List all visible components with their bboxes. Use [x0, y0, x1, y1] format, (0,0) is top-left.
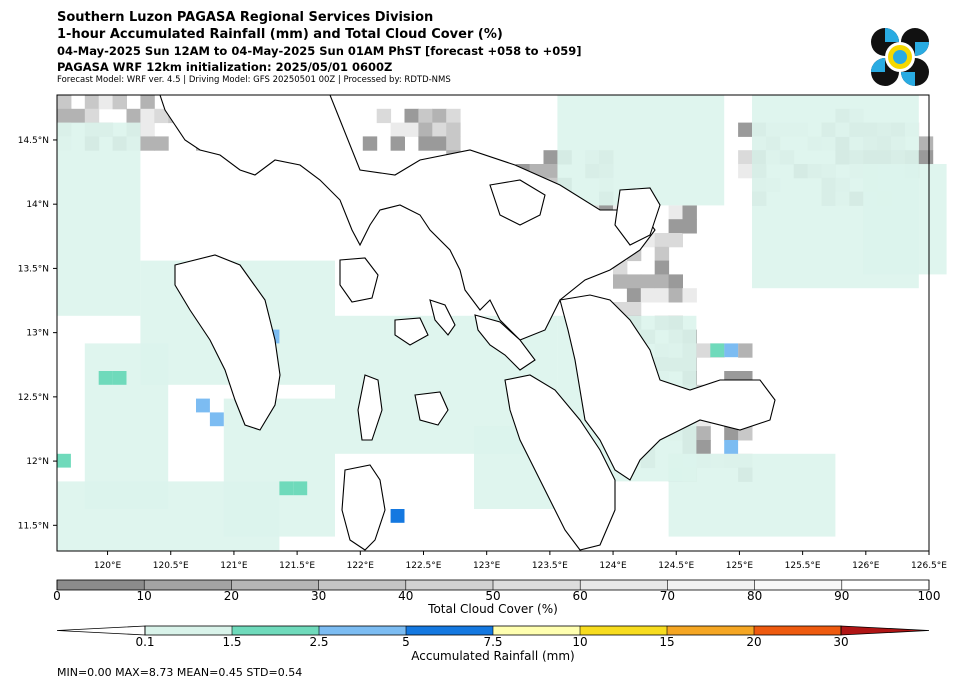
statistics-summary: MIN=0.00 MAX=8.73 MEAN=0.45 STD=0.54 [57, 666, 303, 679]
cloud-colorbar-segment [580, 580, 668, 590]
longitude-ticks: 120°E 120.5°E 121°E 121.5°E 122°E 122.5°E 123°… [94, 551, 947, 571]
rain-colorbar-max-extend [840, 625, 930, 636]
rain-colorbar-tick-label: 5 [402, 635, 410, 649]
latitude-ticks: 14.5°N 14°N 13.5°N 13°N 12.5°N 12°N 11.5°N [18, 136, 57, 531]
cloud-colorbar-segment [841, 580, 929, 590]
panay-island [341, 464, 386, 551]
cloud-colorbar-title: Total Cloud Cover (%) [427, 602, 558, 616]
pagasa-logo-icon [871, 28, 929, 86]
cloud-colorbar-segment [57, 580, 145, 590]
cloud-colorbar-segment [318, 580, 406, 590]
title-product: 1-hour Accumulated Rainfall (mm) and Tot… [57, 27, 503, 42]
longitude-tick-label: 125.5°E [785, 561, 821, 571]
longitude-tick-label: 121.5°E [279, 561, 315, 571]
title-region: Southern Luzon PAGASA Regional Services … [57, 10, 434, 25]
coastline-layer [159, 94, 776, 551]
cloud-colorbar-tick-label: 100 [918, 589, 941, 603]
longitude-tick-label: 126.5°E [911, 561, 947, 571]
latitude-tick-label: 13°N [26, 329, 49, 339]
latitude-tick-label: 13.5°N [18, 264, 49, 274]
burias-island [429, 299, 456, 336]
rain-colorbar-tick-label: 10 [572, 635, 587, 649]
title-model-info: Forecast Model: WRF ver. 4.5 | Driving M… [57, 75, 451, 85]
rain-colorbar-tick-label: 30 [833, 635, 848, 649]
masbate-island [474, 314, 536, 371]
cloud-colorbar-tick-label: 70 [660, 589, 675, 603]
longitude-tick-label: 124.5°E [658, 561, 694, 571]
cloud-colorbar-tick-label: 30 [311, 589, 326, 603]
romblon-island [414, 391, 449, 426]
cloud-colorbar-tick-label: 60 [573, 589, 588, 603]
cloud-colorbar-tick-label: 40 [398, 589, 413, 603]
cloud-colorbar-segment [231, 580, 319, 590]
sibuyan-island [394, 317, 429, 346]
cloud-colorbar-tick-label: 90 [834, 589, 849, 603]
latitude-tick-label: 12.5°N [18, 393, 49, 403]
cloud-cover-colorbar: 0 10 20 30 40 50 60 70 80 90 100 [53, 579, 941, 603]
leyte-island [504, 374, 616, 551]
cloud-colorbar-tick-label: 20 [224, 589, 239, 603]
rain-colorbar-segment [232, 626, 319, 635]
longitude-tick-label: 123.5°E [532, 561, 568, 571]
rain-colorbar-tick-label: 20 [746, 635, 761, 649]
cloud-colorbar-tick-label: 50 [485, 589, 500, 603]
rain-colorbar-segment [754, 626, 841, 635]
latitude-tick-label: 14.5°N [18, 136, 49, 146]
rain-colorbar-tick-label: 0.1 [135, 635, 154, 649]
rainfall-colorbar: 0.1 1.5 2.5 5 7.5 10 15 20 30 [56, 625, 930, 649]
rain-colorbar-tick-label: 1.5 [222, 635, 241, 649]
longitude-tick-label: 122°E [347, 561, 375, 571]
longitude-tick-label: 124°E [599, 561, 627, 571]
cloud-colorbar-tick-label: 0 [53, 589, 61, 603]
cloud-colorbar-segment [144, 580, 232, 590]
rain-colorbar-segment [493, 626, 580, 635]
longitude-tick-label: 120°E [94, 561, 122, 571]
cloud-colorbar-segment [754, 580, 842, 590]
luzon-peninsula-landmass [159, 94, 656, 341]
latitude-tick-label: 14°N [26, 200, 49, 210]
catanduanes-island [614, 187, 661, 246]
longitude-tick-label: 122.5°E [406, 561, 442, 571]
map-frame [56, 94, 930, 552]
marinduque-island [339, 257, 379, 303]
title-valid-period: 04-May-2025 Sun 12AM to 04-May-2025 Sun … [57, 44, 582, 58]
mindoro-island [174, 254, 281, 431]
rain-colorbar-tick-label: 7.5 [483, 635, 502, 649]
longitude-tick-label: 123°E [473, 561, 501, 571]
cloud-colorbar-segment [405, 580, 493, 590]
rain-colorbar-title: Accumulated Rainfall (mm) [411, 649, 574, 663]
longitude-tick-label: 125°E [726, 561, 754, 571]
polillo-island [489, 179, 546, 226]
rain-colorbar-min-extend [56, 625, 146, 636]
rain-colorbar-segment [319, 626, 406, 635]
cloud-colorbar-tick-label: 80 [747, 589, 762, 603]
rain-colorbar-tick-label: 15 [659, 635, 674, 649]
rain-colorbar-segment [406, 626, 493, 635]
title-initialization: PAGASA WRF 12km initialization: 2025/05/… [57, 60, 393, 74]
rain-colorbar-segment [145, 626, 232, 635]
cloud-colorbar-segment [493, 580, 581, 590]
cloud-colorbar-tick-label: 10 [137, 589, 152, 603]
latitude-tick-label: 11.5°N [18, 521, 49, 531]
longitude-tick-label: 121°E [220, 561, 248, 571]
samar-island [559, 294, 776, 481]
rain-colorbar-tick-label: 2.5 [309, 635, 328, 649]
rain-colorbar-segment [667, 626, 754, 635]
latitude-tick-label: 12°N [26, 457, 49, 467]
longitude-tick-label: 126°E [852, 561, 880, 571]
longitude-tick-label: 120.5°E [153, 561, 189, 571]
cloud-colorbar-segment [667, 580, 755, 590]
tablas-island [357, 374, 383, 441]
rain-colorbar-segment [580, 626, 667, 635]
